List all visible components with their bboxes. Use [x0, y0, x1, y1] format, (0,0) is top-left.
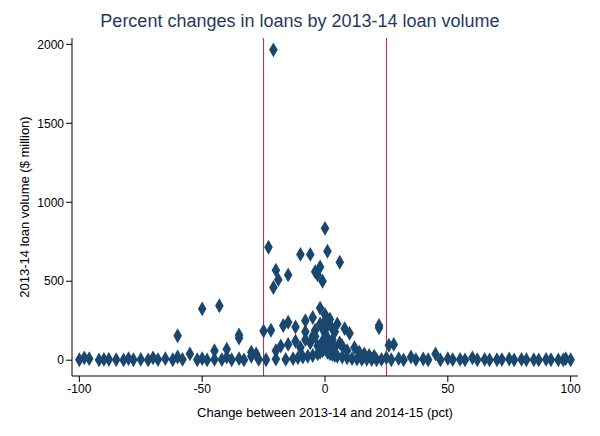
svg-text:0: 0	[322, 382, 329, 396]
svg-text:500: 500	[44, 274, 64, 288]
html-text:Percent changes in loans by 20: Percent changes in loans by 2013-14 loan…	[100, 11, 500, 31]
svg-text:1000: 1000	[37, 196, 64, 210]
svg-text:2000: 2000	[37, 38, 64, 52]
svg-text:-100: -100	[67, 382, 91, 396]
svg-text:50: 50	[441, 382, 455, 396]
svg-text:0: 0	[57, 353, 64, 367]
svg-text:100: 100	[561, 382, 581, 396]
svg-text:Change between 2013-14 and 201: Change between 2013-14 and 2014-15 (pct)	[197, 405, 453, 420]
svg-text:1500: 1500	[37, 117, 64, 131]
svg-text:2013-14 loan volume ($ million: 2013-14 loan volume ($ million)	[17, 116, 32, 297]
svg-text:-50: -50	[194, 382, 212, 396]
